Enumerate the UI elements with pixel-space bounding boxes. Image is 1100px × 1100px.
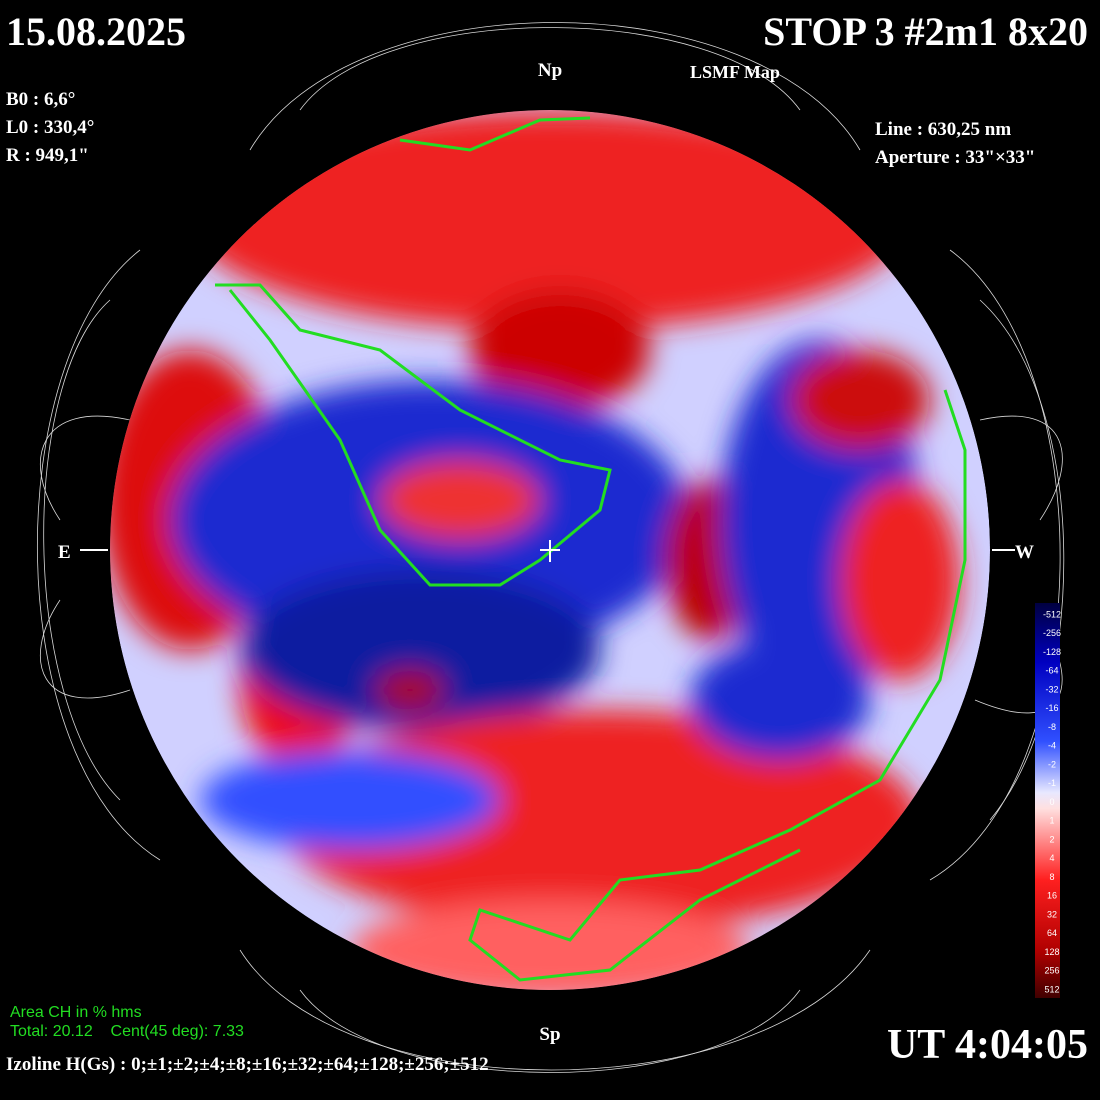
colorbar-label: 256 (1044, 966, 1059, 976)
colorbar-label: -64 (1045, 666, 1058, 676)
field-lines (37, 22, 1065, 1073)
colorbar-label: 32 (1047, 909, 1057, 919)
colorbar-label: 4 (1049, 853, 1054, 863)
colorbar-label: 512 (1044, 984, 1059, 994)
colorbar-label: 16 (1047, 891, 1057, 901)
colorbar-label: -16 (1045, 703, 1058, 713)
subtitle: LSMF Map (690, 62, 780, 82)
colorbar-label: -32 (1045, 684, 1058, 694)
east-label: E (58, 542, 71, 563)
colorbar-label: 1 (1049, 816, 1054, 826)
param: R : 949,1" (6, 145, 89, 166)
colorbar (1035, 603, 1060, 998)
colorbar-label: -512 (1043, 609, 1061, 619)
colorbar-label: -2 (1048, 759, 1056, 769)
axis-markers (80, 540, 1015, 562)
colorbar-label: 2 (1049, 834, 1054, 844)
ch-values: Total: 20.12 Cent(45 deg): 7.33 (10, 1023, 244, 1040)
colorbar-label: -256 (1043, 628, 1061, 638)
izoline: Izoline H(Gs) : 0;±1;±2;±4;±8;±16;±32;±6… (6, 1054, 489, 1075)
colorbar-label: -128 (1043, 647, 1061, 657)
colorbar-label: 64 (1047, 928, 1057, 938)
colorbar-label: 8 (1049, 872, 1054, 882)
colorbar-label: -8 (1048, 722, 1056, 732)
instrument-line: Line : 630,25 nm (875, 119, 1011, 140)
colorbar-label: 128 (1044, 947, 1059, 957)
coronal-hole-contours (215, 116, 967, 982)
north-label: Np (538, 60, 562, 81)
title: STOP 3 #2m1 8x20 (763, 9, 1088, 54)
colorbar-label: -1 (1048, 778, 1056, 788)
solar-disk (110, 110, 990, 990)
west-label: W (1015, 542, 1034, 563)
colorbar-label: -4 (1048, 741, 1056, 751)
ch-title: Area CH in % hms (10, 1004, 142, 1021)
colorbar-label: 0 (1049, 797, 1054, 807)
date: 15.08.2025 (6, 9, 186, 54)
instrument-aperture: Aperture : 33"×33" (875, 147, 1035, 168)
ut-time: UT 4:04:05 (887, 1022, 1088, 1068)
colorbar-labels: -512 -256 -128 -64 -32 -16 -8 -4 -2 -1 0 1 2 4 8 16 32 64… (1043, 609, 1061, 994)
south-label: Sp (539, 1024, 560, 1045)
param: L0 : 330,4° (6, 117, 94, 138)
param: B0 : 6,6° (6, 89, 75, 110)
